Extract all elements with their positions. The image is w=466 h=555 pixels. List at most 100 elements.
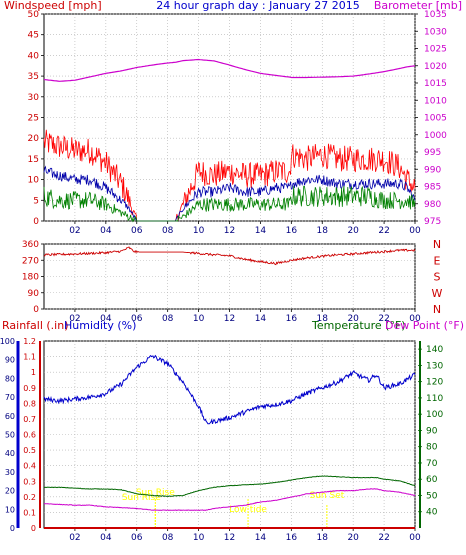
rainfall-y-tick-label: 0.2 xyxy=(23,493,36,502)
windspeed-label: Windspeed [mph] xyxy=(4,0,102,12)
wind-panel: 02 04 06 08 10 12 14 16 18 20 22 000510152025303540… xyxy=(28,10,448,236)
barometer-line xyxy=(43,58,416,82)
x-tick-label: 08 xyxy=(162,533,174,543)
humidity-y-tick-label: 10 xyxy=(5,505,15,514)
x-tick-label: 16 xyxy=(286,533,298,543)
direction-y-tick-label: 360 xyxy=(22,240,39,250)
rainfall-y-tick-label: 0.5 xyxy=(23,446,36,455)
x-tick-label: 12 xyxy=(224,533,235,543)
x-tick-label: 14 xyxy=(255,533,267,543)
humidity-y-tick-label: 80 xyxy=(5,374,15,383)
x-tick-label: 22 xyxy=(378,314,389,324)
x-tick-label: 04 xyxy=(100,533,112,543)
direction-y-tick-label: 0 xyxy=(33,305,39,315)
wind-gust-line xyxy=(43,129,416,222)
temperature-y-tick-label: 40 xyxy=(426,508,438,518)
temperature-y-tick-label: 90 xyxy=(426,426,438,436)
humidity-y-tick-label: 50 xyxy=(5,431,15,440)
rainfall-y-tick-label: 0.8 xyxy=(23,399,36,408)
dewpoint-line xyxy=(44,488,416,511)
temperature-y-tick-label: 140 xyxy=(426,345,443,355)
wind-average-line xyxy=(43,165,416,222)
x-tick-label: 14 xyxy=(255,226,267,236)
barometer-y-tick-label: 985 xyxy=(424,183,441,193)
x-tick-label: 08 xyxy=(162,314,174,324)
barometer-label: Barometer [mb] xyxy=(374,0,462,12)
barometer-y-tick-label: 980 xyxy=(424,200,441,210)
event-label: Sun Rise xyxy=(136,488,175,498)
x-tick-label: 08 xyxy=(162,226,174,236)
x-tick-label: 02 xyxy=(69,533,80,543)
rainfall-y-tick-label: 0.4 xyxy=(23,462,36,471)
wind-y-tick-label: 30 xyxy=(28,93,40,103)
x-tick-label: 18 xyxy=(317,533,329,543)
wind-y-tick-label: 25 xyxy=(28,114,39,124)
chart-title: 24 hour graph day : January 27 2015 xyxy=(156,0,360,12)
temperature-y-tick-label: 60 xyxy=(426,475,438,485)
temperature-y-tick-label: 130 xyxy=(426,361,443,371)
humidity-y-tick-label: 100 xyxy=(0,337,15,346)
humidity-y-tick-label: 30 xyxy=(5,468,15,477)
x-tick-label: 20 xyxy=(347,533,359,543)
rainfall-y-tick-label: 0.1 xyxy=(23,508,36,517)
temperature-y-tick-label: 70 xyxy=(426,459,438,469)
x-tick-label: 10 xyxy=(193,226,205,236)
wind-y-tick-label: 0 xyxy=(33,217,39,227)
x-tick-label: 12 xyxy=(224,226,235,236)
temperature-y-tick-label: 80 xyxy=(426,443,438,453)
humidity-y-tick-label: 90 xyxy=(5,356,15,365)
barometer-y-tick-label: 1020 xyxy=(424,62,447,72)
humidity-temperature-panel: 02 04 06 08 10 12 14 16 18 20 22 000102030405060708… xyxy=(0,337,443,543)
temperature-y-tick-label: 100 xyxy=(426,410,443,420)
rainfall-y-tick-label: 0.3 xyxy=(23,477,36,486)
barometer-y-tick-label: 995 xyxy=(424,148,441,158)
barometer-y-tick-label: 1030 xyxy=(424,27,447,37)
rainfall-y-tick-label: 0.9 xyxy=(23,384,36,393)
x-tick-label: 00 xyxy=(409,533,421,543)
humidity-y-tick-label: 20 xyxy=(5,487,15,496)
direction-line xyxy=(43,246,416,266)
wind-y-tick-label: 10 xyxy=(28,176,40,186)
x-tick-label: 16 xyxy=(286,226,298,236)
x-tick-label: 06 xyxy=(131,226,143,236)
direction-y-tick-label: 90 xyxy=(28,289,40,299)
x-tick-label: 18 xyxy=(317,314,329,324)
rainfall-y-tick-label: 0 xyxy=(31,524,36,533)
x-tick-label: 20 xyxy=(347,226,359,236)
rainfall-y-tick-label: 1.2 xyxy=(23,337,36,346)
humidity-y-tick-label: 70 xyxy=(5,393,15,402)
x-tick-label: 02 xyxy=(69,226,80,236)
humidity-y-tick-label: 60 xyxy=(5,412,15,421)
barometer-y-tick-label: 990 xyxy=(424,165,441,175)
wind-y-tick-label: 20 xyxy=(28,134,40,144)
event-label: Sun Rise xyxy=(122,493,161,503)
direction-y-tick-label: 270 xyxy=(22,256,39,266)
rainfall-label: Rainfall (.in) xyxy=(2,319,69,332)
humidity-label: Humidity (%) xyxy=(64,319,136,332)
event-label: Low tide xyxy=(229,505,267,515)
barometer-y-tick-label: 1000 xyxy=(424,131,447,141)
temperature-y-tick-label: 120 xyxy=(426,378,443,388)
wind-y-tick-label: 40 xyxy=(28,51,40,61)
x-tick-label: 22 xyxy=(378,533,389,543)
temperature-label: Temperature (°F) xyxy=(311,319,406,332)
x-tick-label: 00 xyxy=(409,226,421,236)
wind-y-tick-label: 50 xyxy=(28,10,40,20)
x-tick-label: 04 xyxy=(100,226,112,236)
event-label: Sun Set xyxy=(310,491,345,501)
x-tick-label: 20 xyxy=(347,314,359,324)
wind-y-tick-label: 35 xyxy=(28,72,39,82)
barometer-y-tick-label: 1010 xyxy=(424,96,447,106)
compass-label: N xyxy=(433,238,441,251)
barometer-y-tick-label: 1025 xyxy=(424,45,447,55)
x-tick-label: 18 xyxy=(317,226,329,236)
direction-y-tick-label: 180 xyxy=(22,273,39,283)
rainfall-y-tick-label: 1.1 xyxy=(23,353,36,362)
temperature-y-tick-label: 50 xyxy=(426,491,438,501)
compass-label: E xyxy=(434,254,441,267)
humidity-line xyxy=(43,354,416,425)
barometer-y-tick-label: 975 xyxy=(424,217,441,227)
x-tick-label: 02 xyxy=(69,314,80,324)
wind-y-tick-label: 45 xyxy=(28,31,39,41)
